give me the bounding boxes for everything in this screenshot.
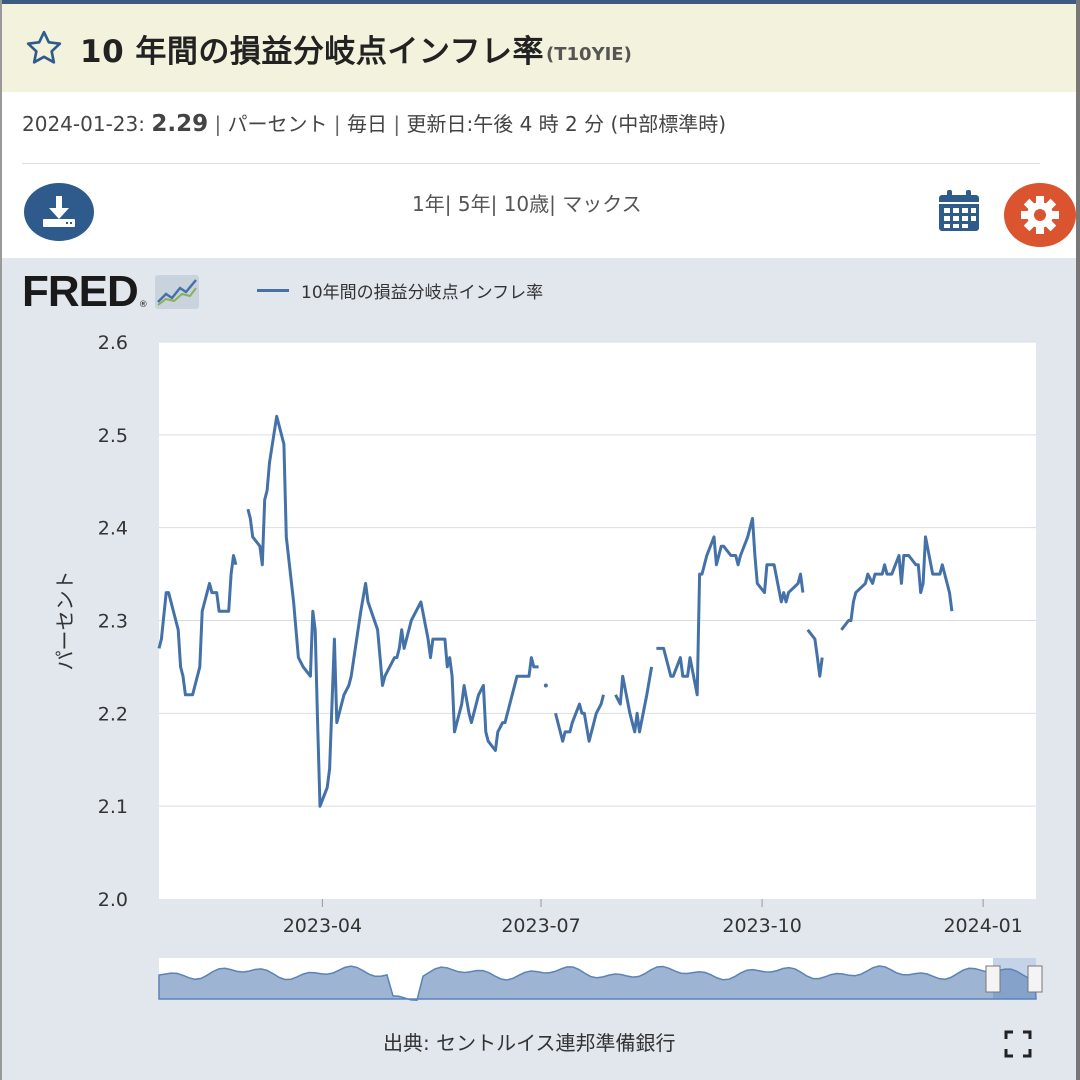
x-tick-label: 2023-10 bbox=[722, 915, 801, 937]
range-max-link[interactable]: マックス bbox=[562, 192, 642, 216]
observation-date: 2024-01-23: bbox=[22, 112, 145, 136]
series-line bbox=[806, 628, 824, 678]
observation-value: 2.29 bbox=[151, 111, 209, 137]
download-icon bbox=[43, 196, 75, 227]
star-icon[interactable] bbox=[24, 26, 68, 70]
frequency-label: 毎日 bbox=[347, 112, 388, 136]
calendar-icon bbox=[939, 190, 979, 231]
navigator-handle bbox=[1027, 965, 1043, 993]
fred-logo: FRED ® bbox=[22, 270, 200, 314]
divider bbox=[22, 163, 1040, 164]
left-border bbox=[0, 0, 2, 1080]
settings-button[interactable] bbox=[1004, 183, 1076, 247]
gear-icon bbox=[1021, 196, 1059, 234]
series-point bbox=[543, 683, 548, 688]
chart-legend: 10年間の損益分岐点インフレ率 bbox=[257, 278, 543, 303]
right-border bbox=[1076, 0, 1080, 1080]
y-tick-label: 2.6 bbox=[98, 332, 128, 354]
download-button[interactable] bbox=[24, 183, 94, 241]
series-line bbox=[157, 554, 238, 697]
legend-swatch bbox=[257, 289, 289, 292]
source-credit: 出典: セントルイス連邦準備銀行 bbox=[383, 1031, 676, 1055]
top-border bbox=[0, 0, 1080, 4]
range-5y-link[interactable]: 5年 bbox=[457, 192, 491, 216]
legend-label: 10年間の損益分岐点インフレ率 bbox=[301, 283, 544, 303]
y-axis-label: パーセント bbox=[53, 571, 77, 671]
date-range-selector: 1年| 5年| 10歳| マックス bbox=[412, 192, 642, 216]
fred-logo-text: FRED bbox=[22, 267, 139, 316]
page-title: 10 年間の損益分岐点インフレ率 bbox=[80, 33, 545, 70]
x-tick-label: 2023-07 bbox=[501, 915, 580, 937]
y-tick-label: 2.3 bbox=[98, 611, 128, 633]
series-line bbox=[246, 414, 539, 808]
series-code: (T10YIE) bbox=[546, 43, 632, 65]
title-bar: 10 年間の損益分岐点インフレ率 (T10YIE) bbox=[2, 4, 1076, 92]
y-tick-label: 2.0 bbox=[98, 889, 128, 911]
calendar-button[interactable] bbox=[936, 188, 982, 234]
units-label: パーセント bbox=[227, 112, 328, 136]
fred-logo-reg: ® bbox=[138, 300, 148, 310]
updated-label: 更新日:午後 4 時 2 分 (中部標準時) bbox=[406, 112, 727, 136]
range-1y-link[interactable]: 1年 bbox=[412, 192, 445, 216]
y-tick-label: 2.1 bbox=[98, 796, 128, 818]
y-tick-label: 2.5 bbox=[98, 425, 128, 447]
fullscreen-icon[interactable] bbox=[1004, 1030, 1032, 1058]
fred-graph-icon bbox=[154, 275, 199, 309]
range-10y-link[interactable]: 10歳 bbox=[503, 192, 550, 216]
navigator-series bbox=[158, 965, 1037, 1001]
y-tick-label: 2.4 bbox=[98, 518, 128, 540]
y-tick-label: 2.2 bbox=[98, 703, 128, 725]
series-line bbox=[614, 666, 654, 734]
observation-meta: 2024-01-23: 2.29 | パーセント | 毎日 | 更新日:午後 4… bbox=[22, 111, 727, 137]
x-tick-label: 2023-04 bbox=[283, 915, 362, 937]
series-line bbox=[656, 516, 805, 697]
x-tick-label: 2024-01 bbox=[943, 915, 1022, 937]
series-line bbox=[840, 535, 954, 631]
navigator-handle bbox=[985, 965, 1001, 993]
series-line bbox=[554, 694, 605, 743]
